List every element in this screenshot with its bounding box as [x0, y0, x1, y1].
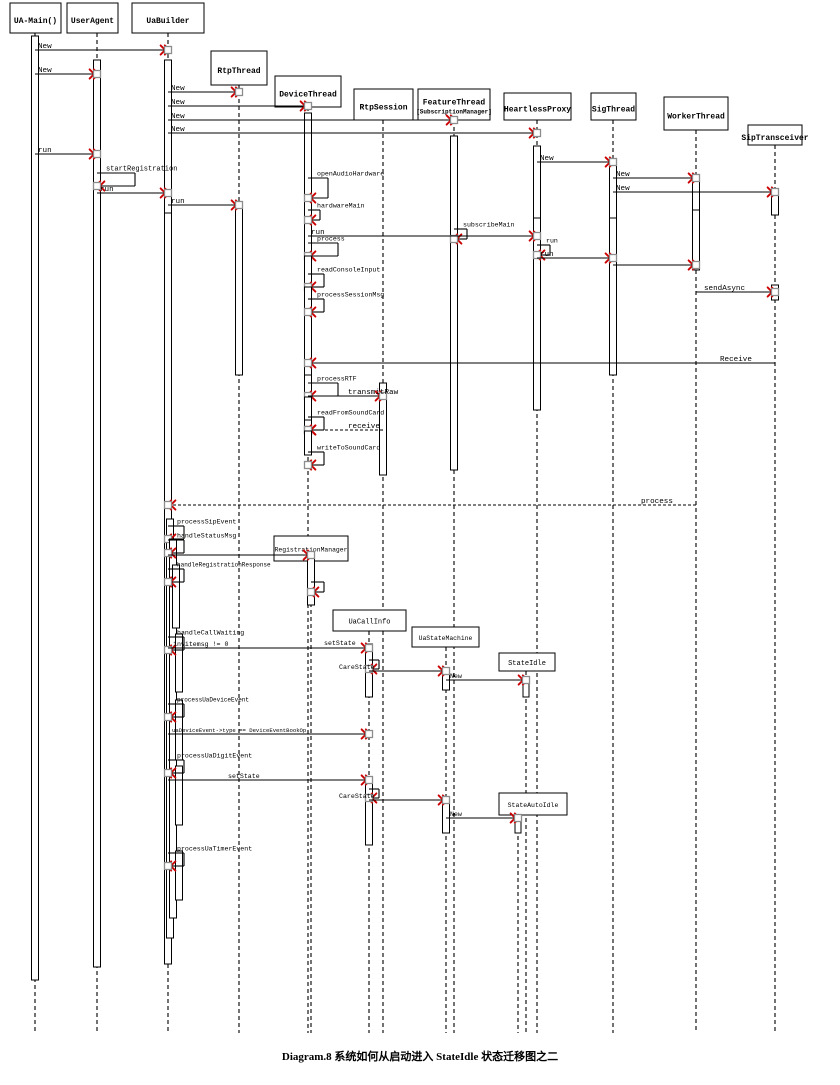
svg-text:startRegistration: startRegistration — [106, 166, 177, 174]
svg-text:New: New — [540, 155, 554, 163]
svg-text:process: process — [641, 498, 673, 506]
svg-text:run: run — [171, 198, 185, 206]
svg-text:processSipEvent: processSipEvent — [177, 519, 236, 526]
svg-text:SipTransceiver: SipTransceiver — [741, 134, 808, 143]
svg-text:New: New — [450, 673, 462, 680]
svg-text:setState: setState — [324, 640, 356, 647]
svg-text:Diagram.8 系统如何从启动进入 StateIdle: Diagram.8 系统如何从启动进入 StateIdle 状态迁移图之二 — [282, 1049, 558, 1063]
svg-text:readConsoleInput: readConsoleInput — [317, 267, 380, 274]
svg-text:New: New — [38, 43, 52, 51]
svg-text:run: run — [38, 147, 52, 155]
svg-text:CareState: CareState — [339, 793, 375, 800]
svg-text:process: process — [317, 236, 345, 243]
svg-text:RtpSession: RtpSession — [359, 104, 407, 113]
svg-text:New: New — [171, 113, 185, 121]
svg-text:HeartlessProxy: HeartlessProxy — [504, 106, 571, 115]
svg-text:StateAutoIdle: StateAutoIdle — [508, 802, 559, 809]
svg-text:run: run — [546, 238, 558, 245]
svg-text:processSessionMsg: processSessionMsg — [317, 292, 384, 299]
svg-text:New: New — [171, 85, 185, 93]
svg-text:CareState: CareState — [339, 664, 375, 671]
svg-text:processUaTimerEvent: processUaTimerEvent — [177, 846, 252, 853]
svg-text:sendAsync: sendAsync — [704, 285, 745, 293]
svg-text:invitemsg != 0: invitemsg != 0 — [173, 641, 228, 648]
svg-text:uaDeviceEvent->type == DeviceE: uaDeviceEvent->type == DeviceEventBookOp — [172, 727, 306, 734]
svg-text:StateIdle: StateIdle — [508, 660, 546, 668]
svg-text:subscribeMain: subscribeMain — [463, 222, 514, 229]
svg-text:processRTF: processRTF — [317, 376, 357, 383]
svg-text:DeviceThread: DeviceThread — [279, 91, 337, 100]
svg-text:handleCallWaiting: handleCallWaiting — [177, 630, 244, 637]
svg-text:processUaDeviceEvent: processUaDeviceEvent — [177, 697, 249, 704]
svg-text:transmitRaw: transmitRaw — [348, 389, 399, 397]
svg-text:handleStatusMsg: handleStatusMsg — [177, 533, 236, 540]
svg-text:New: New — [616, 185, 630, 193]
svg-text:New: New — [616, 171, 630, 179]
svg-text:openAudioHardware: openAudioHardware — [317, 171, 384, 178]
svg-text:receive: receive — [348, 423, 380, 431]
svg-text:setState: setState — [228, 773, 260, 780]
svg-text:RtpThread: RtpThread — [217, 67, 260, 76]
svg-text:hardwareMain: hardwareMain — [317, 203, 365, 210]
svg-text:Receive: Receive — [720, 356, 752, 364]
svg-text:New: New — [450, 811, 462, 818]
svg-text:handleRegistrationResponse: handleRegistrationResponse — [177, 562, 271, 569]
svg-text:New: New — [171, 126, 185, 134]
svg-text:run: run — [540, 251, 554, 259]
svg-text:UaBuilder: UaBuilder — [146, 17, 189, 26]
svg-text:SigThread: SigThread — [592, 106, 635, 115]
svg-text:New: New — [38, 67, 52, 75]
svg-text:UA-Main(): UA-Main() — [14, 17, 57, 26]
svg-text:UaCallInfo: UaCallInfo — [348, 619, 390, 627]
svg-text:run: run — [100, 186, 114, 194]
svg-text:FeatureThread: FeatureThread — [423, 99, 486, 108]
svg-text:UserAgent: UserAgent — [71, 17, 114, 26]
svg-text:[SubscriptionManager]: [SubscriptionManager] — [416, 109, 492, 116]
svg-text:UaStateMachine: UaStateMachine — [419, 635, 473, 642]
svg-text:WorkerThread: WorkerThread — [667, 113, 725, 122]
svg-text:New: New — [171, 99, 185, 107]
svg-text:readFromSoundCard: readFromSoundCard — [317, 410, 384, 417]
svg-text:processUaDigitEvent: processUaDigitEvent — [177, 753, 252, 760]
svg-text:writeToSoundCard: writeToSoundCard — [317, 445, 380, 452]
